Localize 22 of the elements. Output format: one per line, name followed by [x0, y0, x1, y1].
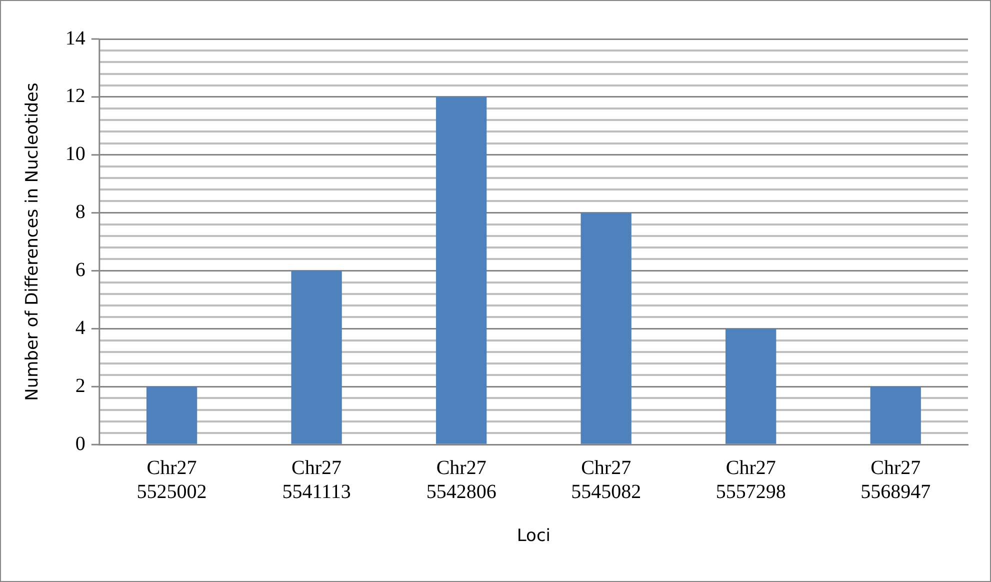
y-tick-label: 12 — [65, 85, 86, 108]
y-axis-title: Number of Differences in Nucleotides — [22, 82, 43, 401]
x-axis-title: Loci — [516, 526, 551, 546]
bar — [580, 212, 632, 444]
y-tick-label: 2 — [75, 374, 86, 397]
x-tick-label: Chr27 5541113 — [282, 456, 351, 503]
y-tick-label: 10 — [65, 143, 86, 166]
x-tick-label: Chr27 5557298 — [716, 456, 786, 503]
bar — [146, 386, 198, 444]
bar — [870, 386, 921, 444]
x-tick-label: Chr27 5545082 — [571, 456, 642, 503]
y-tick-label: 14 — [65, 27, 86, 50]
bar — [726, 328, 776, 444]
bar — [436, 96, 487, 444]
y-tick-label: 4 — [75, 316, 86, 339]
y-tick-label: 0 — [75, 432, 86, 455]
x-tick-label: Chr27 5568947 — [860, 456, 931, 503]
y-tick-label: 6 — [75, 259, 86, 282]
x-tick-label: Chr27 5542806 — [426, 456, 496, 503]
y-tick-label: 8 — [75, 201, 86, 224]
bar — [291, 270, 342, 444]
x-tick-label: Chr27 5525002 — [136, 456, 207, 503]
